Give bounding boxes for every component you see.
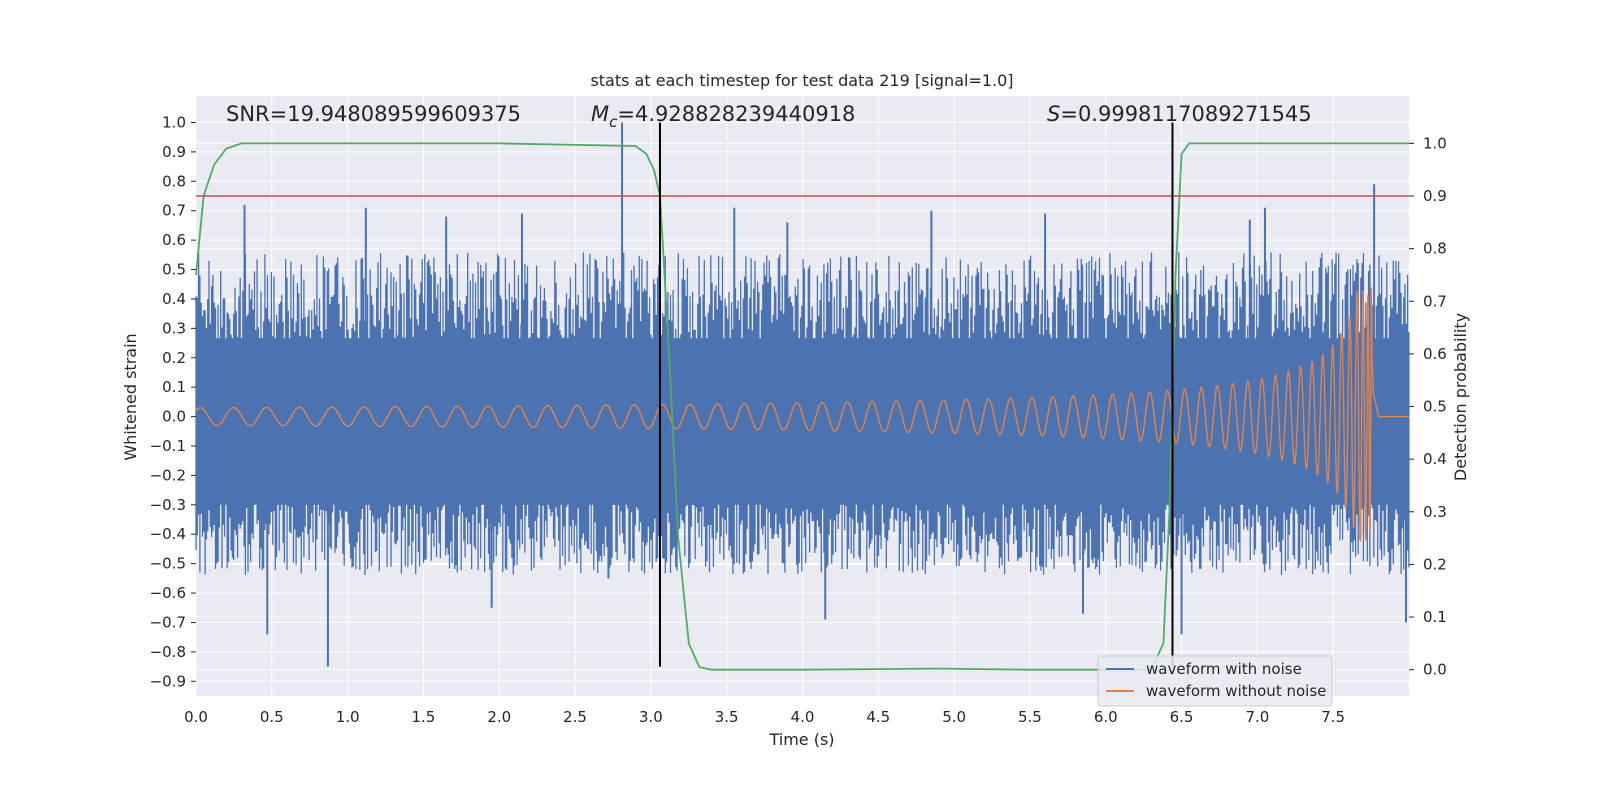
y2-tick-label: 0.5 xyxy=(1423,398,1447,416)
y2-tick-label: 0.8 xyxy=(1423,240,1447,258)
x-tick-label: 7.0 xyxy=(1245,708,1269,726)
x-tick-label: 5.0 xyxy=(942,708,966,726)
chirp-mass-symbol: M xyxy=(591,102,609,126)
significance-value: =0.9998117089271545 xyxy=(1060,102,1311,126)
x-tick-label: 6.0 xyxy=(1094,708,1118,726)
x-tick-label: 1.5 xyxy=(412,708,436,726)
noise-band-strokes xyxy=(195,252,1410,576)
y-tick-label: −0.8 xyxy=(150,643,186,661)
y2-tick-label: 0.9 xyxy=(1423,187,1447,205)
y2-tick-label: 0.0 xyxy=(1423,661,1447,679)
y-tick-label: 0.7 xyxy=(162,202,186,220)
waveform-with-noise-series xyxy=(195,122,1410,667)
legend-box xyxy=(1097,655,1333,707)
y-tick-label: 0.0 xyxy=(162,408,186,426)
y-tick-label: 0.9 xyxy=(162,143,186,161)
x-tick-label: 0.5 xyxy=(260,708,284,726)
y-tick-label: −0.4 xyxy=(150,525,186,543)
y2-axis-ticks: 1.0 0.9 0.8 0.7 0.6 0.5 0.4 0.3 0.2 0.1 0.0 xyxy=(1409,134,1447,679)
y2-tick-label: 0.3 xyxy=(1423,503,1447,521)
chirp-mass-value: =4.928828239440918 xyxy=(617,102,855,126)
y-tick-label: 0.2 xyxy=(162,349,186,367)
y-tick-label: 0.4 xyxy=(162,290,186,308)
significance-symbol: S xyxy=(1047,102,1060,126)
y-tick-label: −0.7 xyxy=(150,613,186,631)
x-axis-label: Time (s) xyxy=(768,730,834,749)
chirp-mass-annotation: Mc=4.928828239440918 xyxy=(591,102,855,131)
x-tick-label: 5.5 xyxy=(1018,708,1042,726)
x-tick-label: 3.0 xyxy=(639,708,663,726)
y-axis-ticks: 1.0 0.9 0.8 0.7 0.6 0.5 0.4 0.3 0.2 0.1 0.0 −0.1 −0.… xyxy=(150,113,196,690)
y2-tick-label: 0.2 xyxy=(1423,555,1447,573)
y-tick-label: −0.9 xyxy=(150,672,186,690)
x-tick-label: 2.5 xyxy=(563,708,587,726)
y2-tick-label: 0.4 xyxy=(1423,450,1447,468)
y-tick-label: −0.6 xyxy=(150,584,186,602)
chirp-mass-subscript: c xyxy=(609,113,618,131)
vertical-marker-lines xyxy=(196,122,1409,667)
chart-title: stats at each timestep for test data 219… xyxy=(590,71,1013,90)
x-tick-label: 4.0 xyxy=(791,708,815,726)
y-tick-label: −0.5 xyxy=(150,555,186,573)
detection-probability-series xyxy=(195,142,1409,671)
x-tick-label: 2.0 xyxy=(487,708,511,726)
probability-line xyxy=(195,142,1409,671)
waveform-without-noise-series xyxy=(195,287,1409,543)
y-tick-label: −0.2 xyxy=(150,466,186,484)
x-tick-label: 4.5 xyxy=(866,708,890,726)
x-tick-label: 1.0 xyxy=(336,708,360,726)
y2-tick-label: 0.1 xyxy=(1423,608,1447,626)
legend: waveform with noise waveform without noi… xyxy=(1097,655,1333,707)
y2-tick-label: 0.7 xyxy=(1423,292,1447,310)
y2-tick-label: 1.0 xyxy=(1423,134,1447,152)
y-tick-label: 0.6 xyxy=(162,231,186,249)
significance-annotation: S=0.9998117089271545 xyxy=(1047,102,1312,126)
y2-tick-label: 0.6 xyxy=(1423,345,1447,363)
y-tick-label: 0.3 xyxy=(162,319,186,337)
y-axis-label: Whitened strain xyxy=(121,333,140,460)
y-tick-label: −0.3 xyxy=(150,496,186,514)
y-tick-label: −0.1 xyxy=(150,437,186,455)
x-tick-label: 6.5 xyxy=(1170,708,1194,726)
snr-annotation: SNR=19.948089599609375 xyxy=(226,102,521,126)
y-tick-label: 0.1 xyxy=(162,378,186,396)
clean-waveform-line xyxy=(195,287,1409,543)
y2-axis-label: Detection probability xyxy=(1451,313,1470,481)
y-tick-label: 0.5 xyxy=(162,261,186,279)
x-tick-label: 0.0 xyxy=(184,708,208,726)
x-tick-label: 3.5 xyxy=(715,708,739,726)
y-tick-label: 0.8 xyxy=(162,172,186,190)
legend-label-noise: waveform with noise xyxy=(1146,660,1302,678)
y-tick-label: 1.0 xyxy=(162,113,186,131)
x-axis-ticks: 0.0 0.5 1.0 1.5 2.0 2.5 3.0 3.5 4.0 4.5 5.0 5.5 6.0 6… xyxy=(184,708,1345,726)
x-tick-label: 7.5 xyxy=(1321,708,1345,726)
legend-label-clean: waveform without noise xyxy=(1146,682,1326,700)
